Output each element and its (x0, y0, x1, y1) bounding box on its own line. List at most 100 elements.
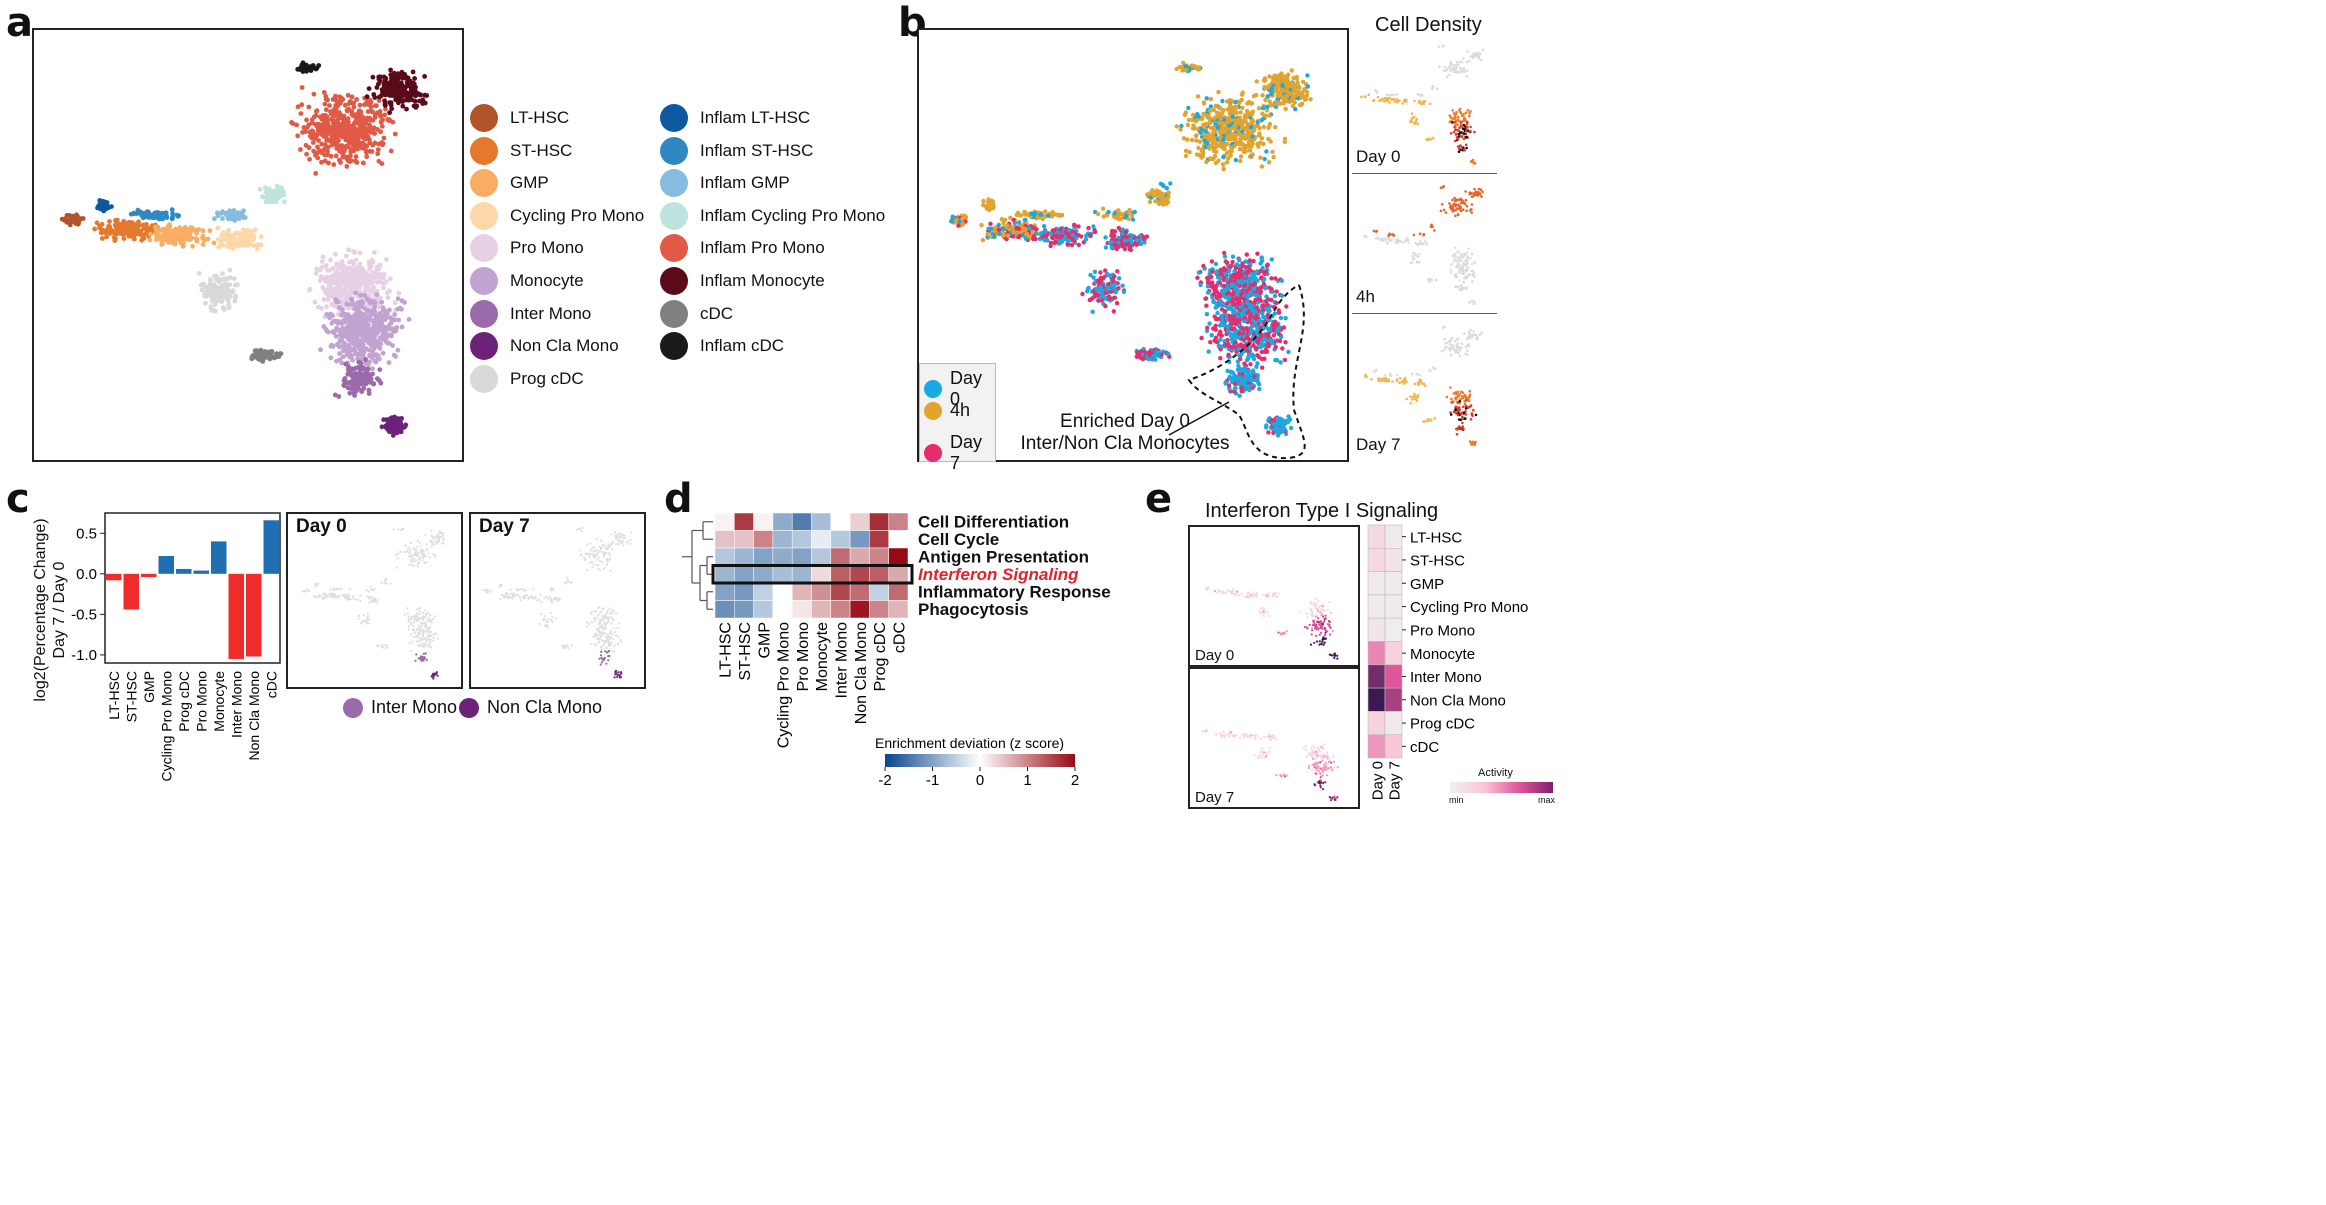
cell-point (996, 222, 1001, 228)
cell-point (404, 106, 409, 112)
cell-point (164, 213, 169, 218)
cell-point (1023, 236, 1029, 241)
cell-point (380, 330, 386, 335)
cell-point (1248, 362, 1253, 367)
cell-point (388, 100, 394, 106)
cell-point (1205, 275, 1210, 281)
cell-point (332, 119, 337, 125)
cell-point (1220, 125, 1225, 130)
cell-point (1236, 288, 1241, 294)
cell-point (407, 82, 412, 88)
cell-point (324, 304, 329, 310)
cell-point (1252, 271, 1258, 276)
cell-point (1290, 103, 1296, 109)
cell-point (1112, 233, 1117, 238)
cell-point (269, 349, 275, 355)
cell-point (1148, 195, 1153, 200)
cell-point (379, 299, 385, 305)
cell-point (1233, 140, 1239, 145)
cell-point (207, 228, 213, 234)
cell-point (298, 147, 303, 152)
cell-point (362, 118, 368, 123)
cell-point (1274, 358, 1280, 363)
cell-point (259, 357, 265, 363)
cell-point (357, 262, 362, 268)
cell-point (1230, 298, 1235, 304)
cell-point (369, 127, 374, 133)
cell-point (372, 300, 378, 306)
cell-point (1291, 94, 1297, 99)
cell-point (359, 389, 365, 394)
cell-point (310, 140, 316, 145)
cell-point (333, 334, 339, 339)
cell-point (1263, 97, 1268, 103)
cell-point (199, 287, 205, 293)
cell-point (301, 125, 307, 130)
cell-point (417, 98, 422, 104)
cell-point (1259, 136, 1265, 141)
cell-point (358, 142, 364, 148)
cell-point (334, 358, 339, 364)
cell-point (258, 234, 264, 240)
cell-point (301, 67, 307, 72)
cell-point (354, 97, 359, 102)
cell-point (121, 236, 127, 241)
cell-point (268, 199, 273, 205)
cell-point (1231, 274, 1236, 279)
cell-point (339, 143, 345, 148)
cell-point (1261, 124, 1267, 130)
cell-point (1245, 300, 1250, 306)
cell-point (1267, 121, 1273, 127)
cell-point (1255, 141, 1260, 147)
cell-point (1258, 268, 1263, 274)
cell-point (209, 298, 215, 304)
cell-point (354, 314, 359, 319)
cell-point (324, 123, 329, 129)
cell-point (335, 103, 340, 109)
cell-point (299, 85, 305, 90)
cell-point (356, 135, 362, 140)
cell-point (256, 356, 261, 362)
cell-point (359, 311, 365, 317)
cell-point (1217, 105, 1222, 111)
cell-point (1211, 141, 1216, 146)
cell-point (373, 103, 378, 109)
cell-point (1116, 216, 1122, 222)
cell-point (1218, 134, 1223, 140)
cell-point (336, 319, 342, 324)
cell-point (1223, 259, 1228, 264)
cell-point (212, 302, 218, 308)
cell-point (352, 119, 358, 125)
cell-point (1250, 134, 1255, 139)
cell-point (1209, 333, 1214, 338)
cell-point (1230, 254, 1236, 259)
cell-point (1236, 335, 1241, 340)
cell-point (1251, 258, 1256, 264)
cell-point (375, 376, 381, 382)
cell-point (378, 119, 384, 125)
cell-point (1002, 217, 1008, 223)
cell-point (1220, 162, 1226, 167)
cell-point (141, 222, 147, 228)
cell-point (1211, 292, 1216, 297)
legend-swatch (470, 104, 498, 132)
cell-point (222, 277, 228, 283)
cell-point (365, 98, 371, 103)
cell-point (993, 225, 998, 230)
cell-point (985, 203, 991, 209)
cell-point (359, 324, 365, 329)
cell-point (169, 207, 175, 213)
cell-point (989, 226, 994, 231)
cell-point (1095, 211, 1101, 217)
cell-point (1228, 304, 1233, 309)
cell-point (266, 187, 272, 192)
cell-point (1208, 104, 1214, 109)
cell-point (1258, 291, 1263, 296)
cell-point (1124, 213, 1129, 218)
cell-point (115, 231, 121, 237)
cell-point (1237, 258, 1242, 263)
cell-point (1279, 278, 1285, 283)
cell-point (1236, 299, 1242, 304)
cell-point (167, 228, 173, 234)
cell-point (330, 329, 335, 335)
